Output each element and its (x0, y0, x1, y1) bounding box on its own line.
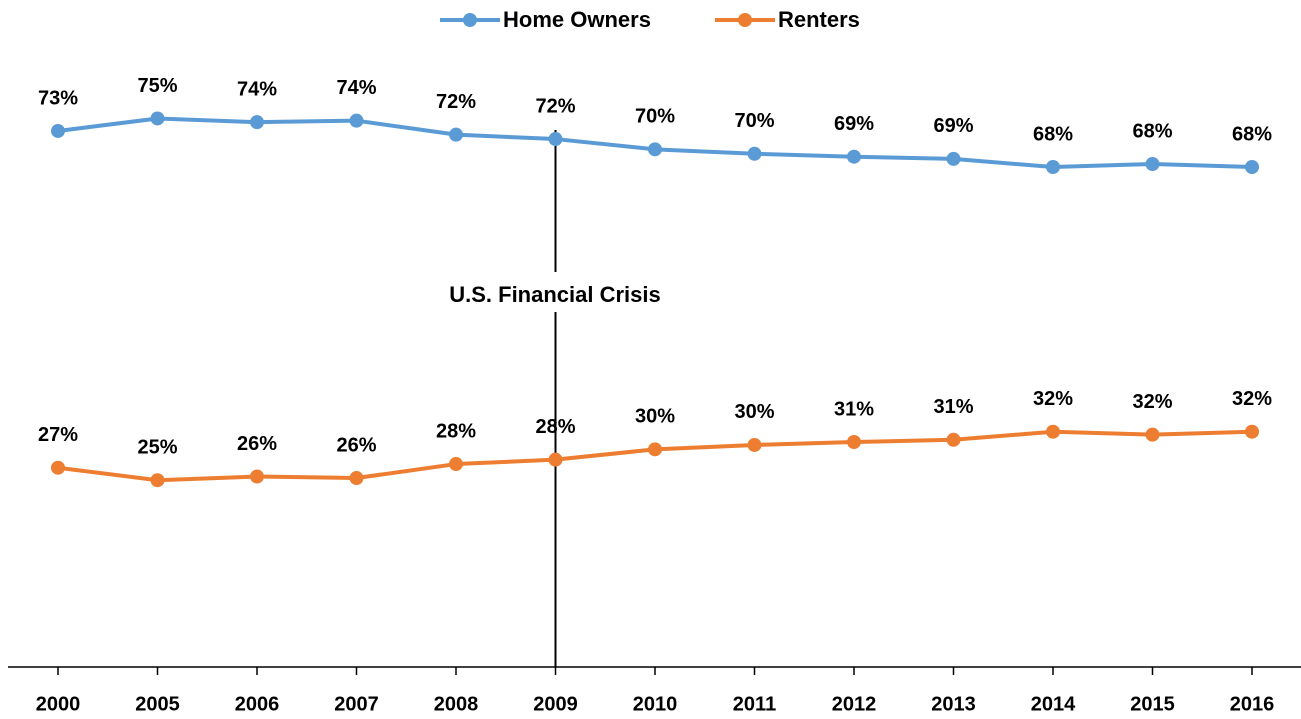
x-tick-label: 2009 (533, 693, 578, 715)
point (548, 132, 563, 147)
data-label: 32% (1232, 388, 1272, 410)
data-label: 72% (535, 95, 575, 117)
point (349, 113, 364, 128)
point (250, 115, 264, 130)
point (747, 437, 762, 452)
annotation: U.S. Financial Crisis (449, 282, 661, 307)
point (1245, 160, 1259, 174)
point (946, 432, 961, 447)
x-tick-label: 2011 (733, 693, 776, 715)
data-label: 68% (1033, 123, 1073, 145)
data-label: 32% (1132, 391, 1172, 413)
data-label: 68% (1132, 120, 1172, 142)
data-label: 74% (336, 77, 376, 99)
data-label: 30% (635, 406, 675, 428)
point (1145, 157, 1160, 172)
x-tick-label: 2006 (235, 693, 280, 715)
data-label: 26% (237, 433, 277, 455)
point (648, 442, 662, 457)
x-tick-label: 2013 (931, 693, 976, 715)
x-tick-label: 2005 (135, 693, 180, 715)
point (250, 469, 264, 484)
x-tick-label: 2010 (633, 693, 678, 715)
legend-marker (463, 13, 477, 27)
legend-label: Renters (778, 7, 860, 32)
point (1145, 427, 1160, 442)
data-label: 32% (1033, 388, 1073, 410)
data-label: 70% (734, 110, 774, 132)
x-tick-label: 2008 (434, 693, 479, 715)
data-label: 27% (38, 424, 78, 446)
data-label: 28% (436, 420, 476, 442)
point (1046, 160, 1060, 174)
data-label: 73% (38, 87, 78, 109)
point (946, 151, 961, 166)
data-label: 31% (933, 396, 973, 418)
point (51, 460, 65, 475)
data-label: 69% (933, 115, 973, 137)
point (449, 127, 463, 142)
data-label: 31% (834, 398, 874, 420)
point (449, 457, 463, 472)
data-label: 74% (237, 78, 277, 100)
legend-marker (738, 13, 752, 27)
point (747, 146, 762, 161)
point (150, 111, 165, 126)
data-label: 69% (834, 113, 874, 135)
data-label: 70% (635, 106, 675, 128)
x-tick-label: 2012 (832, 693, 877, 715)
legend-label: Home Owners (503, 7, 651, 32)
data-label: 72% (436, 91, 476, 113)
point (150, 473, 165, 488)
point (349, 471, 364, 486)
point (1046, 424, 1060, 439)
data-label: 68% (1232, 123, 1272, 145)
data-label: 75% (137, 75, 177, 97)
data-label: 28% (535, 416, 575, 438)
x-tick-label: 2015 (1130, 693, 1175, 715)
x-tick-label: 2007 (334, 693, 379, 715)
data-label: 26% (336, 434, 376, 456)
x-tick-label: 2000 (36, 693, 81, 715)
data-label: 25% (137, 437, 177, 459)
point (847, 149, 861, 164)
point (1245, 424, 1259, 439)
x-tick-label: 2016 (1230, 693, 1275, 715)
point (847, 435, 861, 449)
data-label: 30% (734, 401, 774, 423)
point (648, 142, 662, 157)
point (548, 452, 563, 467)
point (51, 123, 65, 138)
x-tick-label: 2014 (1031, 693, 1076, 715)
